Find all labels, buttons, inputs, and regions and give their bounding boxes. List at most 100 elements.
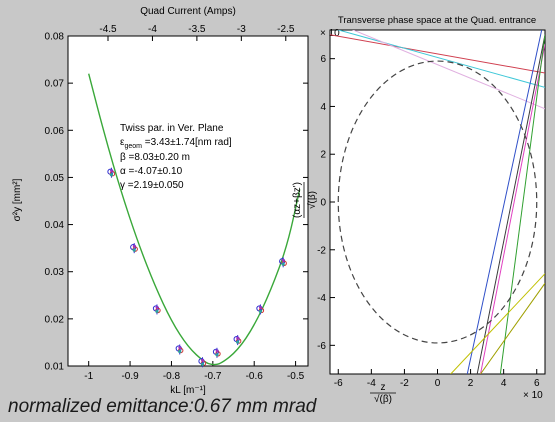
right-xlabel: z √(β) (370, 382, 396, 405)
fit-curve-layer (88, 73, 301, 366)
x-tick-label: -0.7 (204, 371, 222, 382)
right-x-tick-label: -4 (367, 378, 376, 389)
twiss-gamma: γ =2.19±0.050 (120, 180, 184, 191)
top-x-tick-label: -3.5 (188, 24, 206, 35)
y-tick-label: 0.08 (45, 32, 65, 43)
y-tick-label: 0.02 (45, 314, 65, 325)
phase-space-line (480, 44, 545, 374)
x-tick-label: -0.5 (287, 371, 305, 382)
point-marker-cyan (236, 340, 240, 344)
point-marker-purple (132, 244, 136, 248)
right-x-tick-label: -6 (334, 378, 343, 389)
right-ticks: -6 -4 -2 0 2 4 6 -6 -4 -2 0 2 4 6 (317, 54, 540, 389)
twiss-title: Twiss par. in Ver. Plane (120, 123, 224, 134)
left-ticks: -1 -0.9 -0.8 -0.7 -0.6 -0.5 0.01 0.02 0.03 0.04 0.… (45, 24, 308, 382)
data-point (212, 347, 221, 358)
point-marker-cyan (132, 248, 136, 252)
left-ylabel: σ²y [mm²] (12, 178, 23, 221)
point-marker-cyan (178, 349, 182, 354)
point-marker-cyan (281, 262, 285, 266)
y-tick-label: 0.06 (45, 126, 65, 137)
point-marker-cyan (215, 353, 219, 357)
point-marker-purple (155, 306, 159, 309)
phase-space-line (450, 273, 545, 374)
point-marker-cyan (155, 309, 159, 314)
data-point (233, 335, 242, 346)
phase-space-line (480, 282, 545, 374)
left-chart: Quad Current (Amps) kL [m⁻¹] σ²y [mm²] -… (12, 6, 309, 396)
data-point (279, 257, 287, 268)
right-y-tick-label: -2 (317, 245, 326, 256)
right-x-tick-label: 6 (534, 378, 540, 389)
point-marker-cyan (258, 309, 263, 314)
data-point (175, 344, 184, 355)
right-x-tick-label: 2 (468, 378, 474, 389)
top-x-tick-label: -2.5 (277, 24, 295, 35)
right-exponent-top: × 10 (320, 28, 340, 39)
left-xlabel: kL [m⁻¹] (170, 385, 206, 396)
right-xlabel-den: √(β) (374, 393, 392, 405)
point-marker-purple (281, 258, 285, 262)
twiss-emittance: εgeom =3.43±1.74[nm rad] (120, 137, 232, 150)
right-x-tick-label: -2 (400, 378, 409, 389)
data-point (152, 304, 161, 315)
right-ylabel: (αz+βz') √(β) (292, 182, 318, 218)
right-xlabel-num: z (381, 382, 386, 393)
right-plot-area (329, 29, 546, 375)
point-marker-purple (259, 306, 262, 309)
top-x-tick-label: -3 (237, 24, 246, 35)
data-point (107, 167, 116, 178)
point-marker-cyan (200, 362, 205, 366)
right-x-tick-label: 4 (501, 378, 507, 389)
y-tick-label: 0.05 (45, 173, 65, 184)
phase-space-line (351, 30, 545, 110)
right-y-tick-label: -6 (317, 341, 326, 352)
top-axis-title: Quad Current (Amps) (140, 6, 236, 17)
x-tick-label: -1 (84, 371, 93, 382)
ellipse-layer (337, 60, 538, 344)
point-marker-purple (178, 346, 182, 349)
phase-space-line (330, 34, 545, 74)
point-marker-purple (215, 349, 219, 353)
right-y-tick-label: 0 (320, 198, 326, 209)
right-exponent-bottom: × 10 (523, 390, 543, 401)
y-tick-label: 0.07 (45, 79, 65, 90)
twiss-beta: β =8.03±0.20 m (120, 152, 190, 163)
right-y-tick-label: 4 (320, 102, 326, 113)
data-point (198, 357, 207, 368)
right-ylabel-num: (αz+βz') (292, 182, 303, 218)
x-tick-label: -0.8 (163, 371, 181, 382)
x-tick-label: -0.6 (246, 371, 264, 382)
top-x-tick-label: -4.5 (99, 24, 117, 35)
right-x-tick-label: 0 (435, 378, 441, 389)
y-tick-label: 0.03 (45, 267, 65, 278)
phase-space-lines (330, 30, 545, 374)
right-y-tick-label: -4 (317, 293, 326, 304)
right-ylabel-den: √(β) (306, 191, 318, 209)
twiss-alpha: α =-4.07±0.10 (120, 166, 183, 177)
emittance-caption: normalized emittance:0.67 mm mrad (8, 396, 317, 417)
point-marker-cyan (109, 173, 114, 177)
y-tick-label: 0.01 (45, 362, 65, 373)
right-y-tick-label: 6 (320, 54, 326, 65)
point-marker-purple (201, 358, 204, 362)
top-x-tick-label: -4 (148, 24, 157, 35)
data-point (256, 304, 265, 315)
phase-space-line (336, 30, 545, 88)
left-plot-area (67, 35, 309, 367)
x-tick-label: -0.9 (121, 371, 139, 382)
phase-space-line (476, 34, 545, 374)
fit-curve (88, 73, 301, 366)
twiss-annotation: Twiss par. in Ver. Plane εgeom =3.43±1.7… (120, 123, 232, 191)
phase-space-ellipse (337, 60, 538, 344)
data-points (107, 167, 287, 368)
right-title: Transverse phase space at the Quad. entr… (338, 15, 536, 26)
right-y-tick-label: 2 (320, 150, 326, 161)
right-chart: Transverse phase space at the Quad. entr… (292, 15, 546, 405)
point-marker-purple (110, 169, 113, 173)
phase-space-line (466, 30, 543, 374)
phase-space-line (499, 34, 545, 374)
y-tick-label: 0.04 (45, 220, 65, 231)
point-marker-purple (236, 336, 240, 340)
